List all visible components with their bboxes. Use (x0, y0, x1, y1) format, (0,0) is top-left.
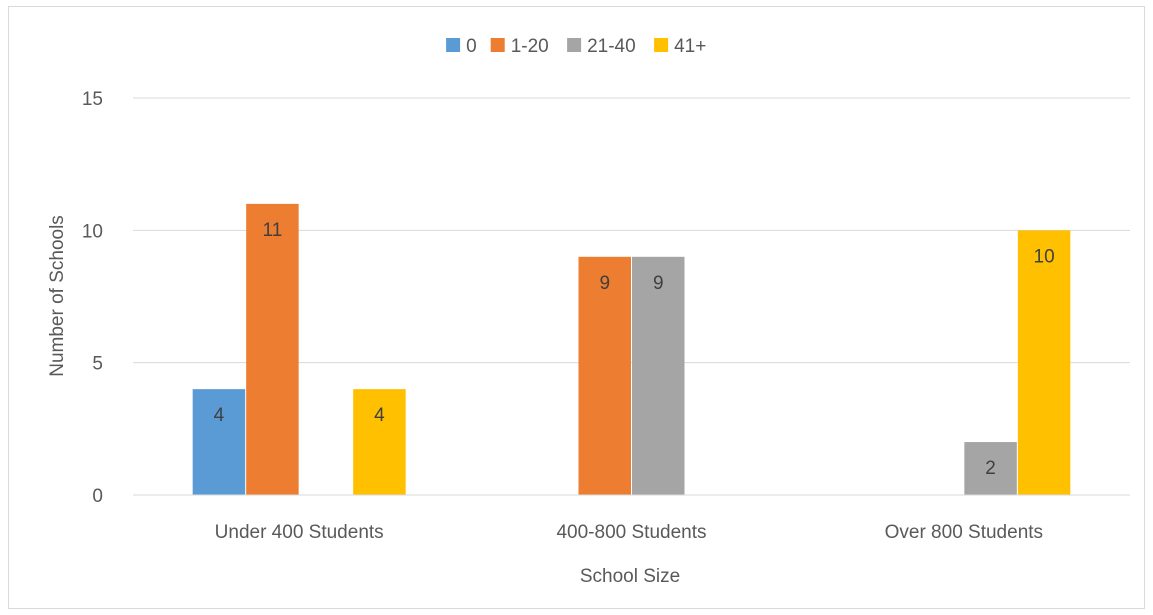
data-label: 11 (263, 220, 283, 241)
bar (353, 389, 406, 495)
y-axis-title: Number of Schools (47, 215, 68, 377)
data-label: 10 (1034, 246, 1055, 267)
chart-frame (8, 6, 1145, 609)
bar (578, 256, 631, 495)
y-tick-label: 0 (92, 486, 103, 507)
x-tick-label: 400-800 Students (556, 522, 706, 543)
legend: 0 1-20 21-40 41+ (446, 36, 706, 57)
legend-swatch (446, 38, 461, 52)
x-axis-title: School Size (580, 566, 680, 587)
data-label: 2 (985, 458, 996, 479)
data-labels: 4 11 4 9 9 2 10 (214, 220, 1055, 479)
data-label: 4 (374, 405, 385, 426)
bars (192, 203, 1071, 496)
legend-label: 41+ (674, 36, 706, 57)
legend-label: 0 (466, 36, 477, 57)
legend-label: 21-40 (587, 36, 636, 57)
bar (192, 389, 246, 495)
data-label: 4 (214, 405, 225, 426)
legend-swatch (490, 38, 505, 52)
x-tick-label: Over 800 Students (885, 522, 1043, 543)
y-tick-label: 10 (82, 221, 103, 242)
y-tick-label: 15 (82, 89, 103, 110)
bar (246, 203, 299, 495)
bar (632, 256, 685, 495)
data-label: 9 (653, 273, 664, 294)
bar (964, 442, 1017, 495)
data-label: 9 (599, 273, 610, 294)
y-tick-label: 5 (92, 354, 103, 375)
bar (1017, 230, 1071, 496)
legend-swatch (567, 38, 582, 52)
legend-label: 1-20 (511, 36, 549, 57)
legend-swatch (654, 38, 669, 52)
x-tick-label: Under 400 Students (215, 522, 384, 543)
axes: 0 5 10 15 Under 400 Students 400-800 Students… (82, 89, 1130, 543)
